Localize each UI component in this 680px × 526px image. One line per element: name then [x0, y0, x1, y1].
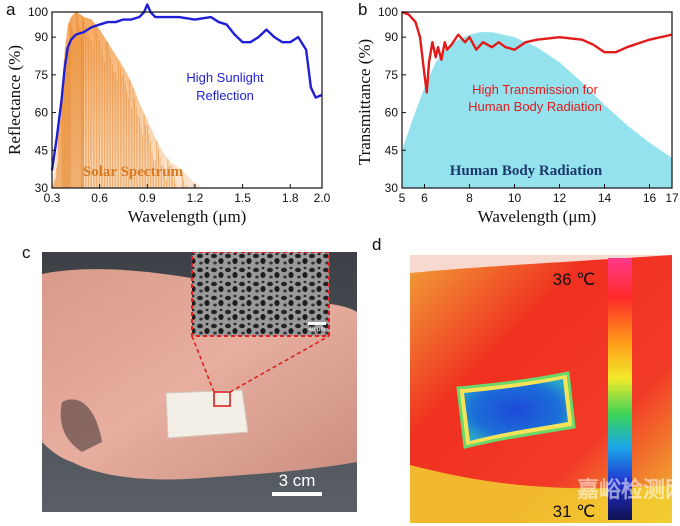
reflectance-chart: 0.3 0.6 0.9 1.2 1.5 1.8 2.0 30 45 60 75 90 100 Wavel… [5, 3, 331, 226]
panel-c-label: c [22, 243, 31, 262]
y-tick-label: 45 [35, 143, 49, 157]
x-tick-label: 2.0 [314, 191, 331, 205]
y-tick-label: 90 [35, 30, 49, 44]
solar-spectrum-area [52, 12, 203, 188]
y-tick-label: 100 [378, 5, 398, 19]
x-tick-label: 17 [665, 191, 679, 205]
cold-patch [464, 379, 568, 441]
scale-bar [272, 492, 322, 496]
thermal-warm-lower [410, 465, 672, 523]
plot-frame [401, 11, 673, 189]
annotation-reflection: Reflection [196, 88, 254, 103]
panel-b-label: b [358, 0, 368, 19]
inset-scale-bar [308, 322, 326, 325]
watermark: 嘉峪检测网 [577, 477, 672, 502]
colorbar [608, 258, 632, 520]
annotation-solar-spectrum: Solar Spectrum [83, 164, 184, 180]
y-tick-label: 45 [385, 143, 399, 157]
x-tick-label: 6 [421, 191, 428, 205]
colorbar-max-label: 36 ℃ [553, 270, 596, 289]
x-tick-label: 12 [553, 191, 567, 205]
sem-inset [191, 252, 330, 337]
y-tick-label: 100 [28, 5, 48, 19]
colorbar-min-label: 31 ℃ [553, 502, 596, 521]
x-tick-label: 14 [598, 191, 612, 205]
panel-b: b 5 6 8 10 12 14 16 17 30 45 60 75 90 100 Wavelength … [340, 0, 680, 235]
x-tick-label: 8 [466, 191, 473, 205]
y-tick-label: 75 [35, 68, 49, 82]
annotation-high-transmission: High Transmission for [472, 82, 598, 97]
y-tick-label: 30 [35, 181, 49, 195]
arm-shadow [60, 399, 102, 452]
inset-scale-label: 40 μm [309, 327, 326, 333]
x-axis-label: Wavelength (μm) [128, 207, 247, 226]
panel-a-label: a [6, 0, 16, 19]
x-axis-label: Wavelength (μm) [478, 207, 597, 226]
panel-a: a 0.3 0.6 0.9 1.2 1.5 1.8 2.0 30 45 60 75 90 100 Wav… [0, 0, 340, 235]
x-tick-label: 0.3 [44, 191, 61, 205]
body-radiation-area [402, 32, 672, 188]
zoom-region-box [213, 391, 231, 407]
x-tick-label: 5 [399, 191, 406, 205]
x-tick-label: 16 [643, 191, 657, 205]
panel-d-label: d [372, 235, 382, 254]
plot-frame [51, 11, 323, 189]
x-tick-label: 0.6 [91, 191, 108, 205]
y-axis-label: Transmittance (%) [355, 39, 374, 165]
annotation-human-body-radiation: Human Body Radiation [468, 99, 602, 114]
reflectance-line [50, 3, 323, 171]
y-tick-label: 75 [385, 68, 399, 82]
transmittance-chart: 5 6 8 10 12 14 16 17 30 45 60 75 90 100 Wavelength (μ… [355, 5, 679, 226]
y-tick-label: 90 [385, 30, 399, 44]
x-tick-label: 1.8 [282, 191, 299, 205]
x-tick-label: 10 [508, 191, 522, 205]
y-tick-label: 60 [35, 106, 49, 120]
scale-bar-label: 3 cm [279, 471, 316, 490]
y-tick-label: 60 [385, 106, 399, 120]
transmittance-line [401, 10, 673, 94]
zoom-line-left [191, 335, 215, 393]
fabric-patch [165, 389, 249, 439]
zoom-line-right [229, 335, 330, 393]
y-axis-label: Reflectance (%) [5, 45, 24, 155]
x-tick-label: 1.5 [234, 191, 251, 205]
x-tick-label: 0.9 [139, 191, 156, 205]
arm-photo: 40 μm 3 cm [42, 252, 357, 512]
thermal-image: 36 ℃ 31 ℃ 嘉峪检测网 [410, 255, 672, 523]
x-tick-label: 1.2 [187, 191, 204, 205]
y-tick-label: 30 [385, 181, 399, 195]
annotation-high-sunlight: High Sunlight [186, 70, 264, 85]
annotation-body-radiation-area: Human Body Radiation [450, 163, 603, 179]
